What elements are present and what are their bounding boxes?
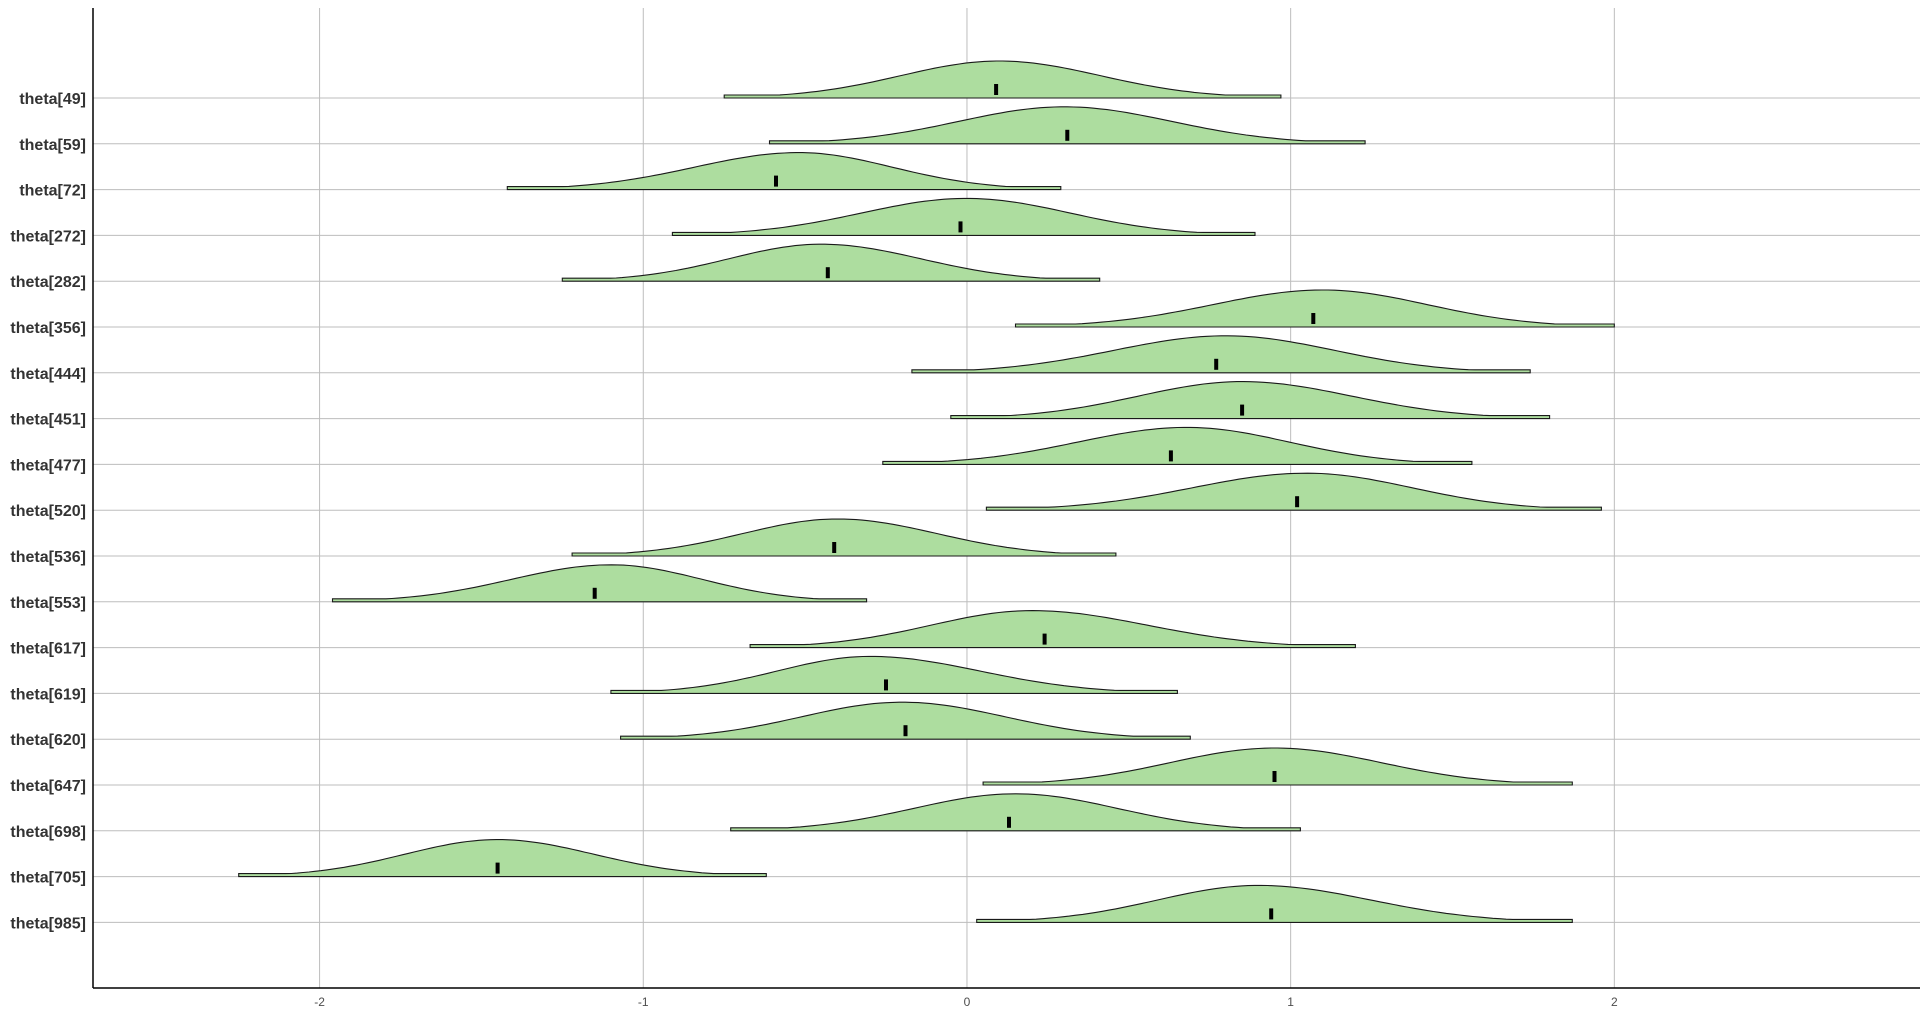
- y-tick-label: theta[477]: [10, 457, 86, 474]
- y-tick-label: theta[272]: [10, 228, 86, 245]
- y-tick-label: theta[698]: [10, 824, 86, 841]
- median-tick: [592, 587, 597, 599]
- median-tick: [774, 175, 778, 187]
- ridge-theta-520: [985, 472, 1602, 511]
- median-tick: [495, 862, 500, 874]
- median-tick: [1214, 358, 1219, 370]
- y-tick-label: theta[59]: [19, 137, 86, 154]
- y-tick-label: theta[620]: [10, 732, 86, 749]
- x-tick-label: -2: [314, 995, 325, 1009]
- median-layer: [495, 84, 1316, 920]
- y-tick-label: theta[705]: [10, 870, 86, 887]
- ridge-theta-72: [506, 152, 1062, 191]
- grid-layer: [93, 8, 1920, 988]
- median-tick: [1042, 633, 1047, 645]
- ridge-theta-444: [911, 335, 1531, 374]
- ridge-theta-59: [768, 106, 1366, 145]
- y-tick-label: theta[444]: [10, 366, 86, 383]
- x-tick-label: -1: [638, 995, 649, 1009]
- y-tick-label: theta[536]: [10, 549, 86, 566]
- ridge-theta-49: [723, 60, 1282, 99]
- median-tick: [1311, 313, 1316, 324]
- ridge-layer: [238, 60, 1615, 923]
- ridge-theta-451: [950, 381, 1551, 420]
- median-tick: [1065, 129, 1070, 141]
- median-tick: [1168, 450, 1173, 462]
- y-tick-label: theta[49]: [19, 91, 86, 108]
- ridge-theta-282: [561, 243, 1101, 282]
- median-tick: [1007, 816, 1011, 828]
- x-tick-label: 2: [1611, 995, 1618, 1009]
- median-tick: [903, 725, 908, 737]
- y-tick-label: theta[451]: [10, 412, 86, 429]
- y-tick-label: theta[619]: [10, 686, 86, 703]
- median-tick: [884, 679, 888, 691]
- y-tick-label: theta[282]: [10, 274, 86, 291]
- y-tick-label: theta[647]: [10, 778, 86, 795]
- ridge-theta-698: [730, 793, 1301, 832]
- median-tick: [832, 542, 837, 553]
- median-tick: [825, 267, 830, 279]
- y-tick-labels: theta[49] theta[59] theta[72] theta[272] the…: [10, 91, 86, 932]
- ridge-theta-477: [882, 426, 1473, 465]
- median-tick: [1269, 908, 1274, 920]
- ridge-theta-536: [571, 518, 1117, 557]
- y-tick-label: theta[985]: [10, 915, 86, 932]
- y-tick-label: theta[617]: [10, 641, 86, 658]
- ridge-theta-985: [976, 884, 1573, 923]
- median-tick: [1272, 771, 1277, 782]
- ridge-theta-647: [982, 747, 1573, 786]
- median-tick: [1295, 496, 1300, 508]
- ridge-theta-617: [749, 610, 1356, 649]
- ridge-theta-553: [331, 564, 868, 603]
- ridge-theta-705: [238, 839, 767, 878]
- ridge-theta-620: [620, 701, 1191, 740]
- median-tick: [958, 221, 963, 233]
- x-tick-label: 1: [1287, 995, 1294, 1009]
- y-tick-label: theta[520]: [10, 503, 86, 520]
- x-tick-labels: -2 -1 0 1 2: [314, 995, 1618, 1009]
- y-tick-label: theta[356]: [10, 320, 86, 337]
- median-tick: [1240, 404, 1245, 416]
- y-tick-label: theta[72]: [19, 183, 86, 200]
- ridge-theta-272: [671, 197, 1256, 236]
- y-tick-label: theta[553]: [10, 595, 86, 612]
- median-tick: [994, 84, 999, 95]
- x-tick-label: 0: [964, 995, 971, 1009]
- ridge-theta-356: [1014, 289, 1615, 328]
- ridge-theta-619: [610, 655, 1178, 694]
